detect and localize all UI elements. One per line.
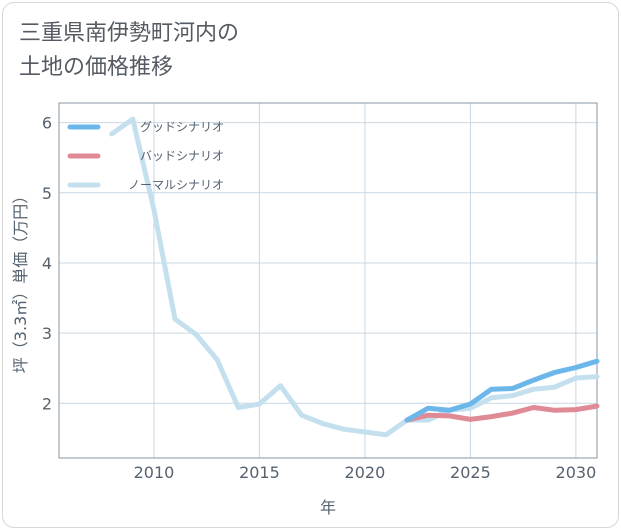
- y-tick-label-3: 3: [42, 324, 52, 343]
- plot-frame: [58, 102, 598, 459]
- series-line-2: [404, 403, 600, 423]
- series-line-3: [109, 116, 600, 438]
- grid-lines: [59, 103, 597, 458]
- x-tick-label-2020: 2020: [345, 463, 386, 482]
- series-line-1: [404, 358, 600, 423]
- x-tick-label-2025: 2025: [450, 463, 491, 482]
- chart-title-line-1: 三重県南伊勢町河内の: [19, 21, 240, 46]
- series-layer: [109, 116, 600, 438]
- legend-label-1: グッドシナリオ: [140, 120, 224, 134]
- y-tick-label-4: 4: [42, 254, 52, 273]
- legend-item-1[interactable]: グッドシナリオ: [67, 120, 224, 134]
- legend-label-3: ノーマルシナリオ: [128, 178, 224, 192]
- legend-label-2: バッドシナリオ: [140, 149, 224, 163]
- plot-border: [58, 102, 598, 459]
- chart-title-line-2: 土地の価格推移: [19, 55, 174, 80]
- chart-title: 三重県南伊勢町河内の 土地の価格推移: [19, 17, 239, 85]
- y-axis-title: 坪（3.3㎡）単価（万円）: [11, 188, 30, 373]
- x-axis-title: 年: [320, 498, 336, 517]
- y-tick-labels: 2 3 4 5 6: [42, 114, 52, 414]
- y-tick-label-2: 2: [42, 394, 52, 413]
- y-tick-label-6: 6: [42, 114, 52, 133]
- x-tick-labels: 2010 2015 2020 2025 2030: [134, 463, 597, 482]
- x-tick-label-2010: 2010: [134, 463, 175, 482]
- y-tick-label-5: 5: [42, 184, 52, 203]
- x-tick-label-2015: 2015: [239, 463, 280, 482]
- legend-item-2[interactable]: バッドシナリオ: [67, 149, 224, 163]
- x-tick-label-2030: 2030: [556, 463, 597, 482]
- legend-item-3[interactable]: ノーマルシナリオ: [67, 178, 224, 192]
